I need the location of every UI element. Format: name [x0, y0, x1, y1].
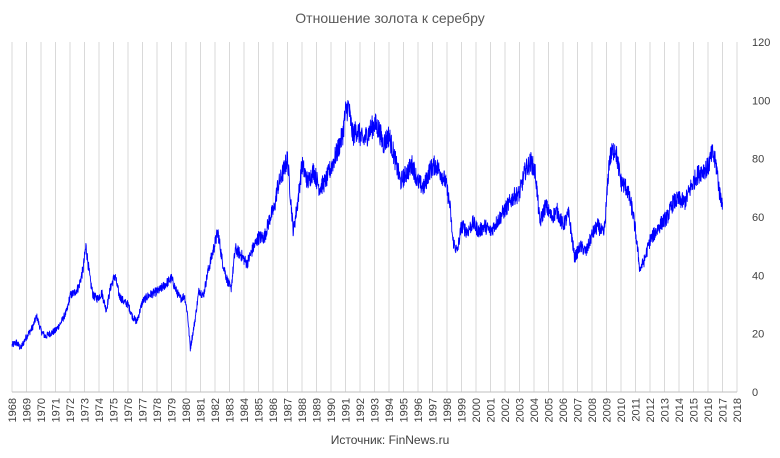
- x-tick-label: 1991: [341, 398, 353, 422]
- x-tick-label: 2002: [500, 398, 512, 422]
- x-tick-label: 1982: [210, 398, 222, 422]
- x-tick-label: 1984: [239, 398, 251, 422]
- x-tick-label: 1980: [181, 398, 193, 422]
- y-tick-label: 20: [752, 329, 764, 341]
- x-tick-label: 1989: [312, 398, 324, 422]
- x-tick-label: 1968: [7, 398, 19, 422]
- x-tick-label: 1983: [225, 398, 237, 422]
- y-tick-label: 40: [752, 270, 764, 282]
- x-tick-label: 1977: [138, 398, 150, 422]
- x-tick-label: 2008: [587, 398, 599, 422]
- x-tick-label: 2000: [471, 398, 483, 422]
- x-tick-label: 1981: [196, 398, 208, 422]
- x-tick-label: 1969: [22, 398, 34, 422]
- x-tick-label: 1992: [355, 398, 367, 422]
- x-tick-label: 1999: [457, 398, 469, 422]
- x-tick-label: 1998: [442, 398, 454, 422]
- x-tick-label: 2017: [718, 398, 730, 422]
- x-tick-label: 2018: [732, 398, 744, 422]
- x-tick-label: 2001: [486, 398, 498, 422]
- x-tick-label: 2011: [631, 398, 643, 422]
- y-tick-label: 0: [752, 387, 758, 399]
- x-tick-label: 2012: [645, 398, 657, 422]
- x-tick-label: 2016: [703, 398, 715, 422]
- x-tick-label: 1990: [326, 398, 338, 422]
- y-tick-label: 120: [752, 37, 770, 49]
- x-tick-label: 1971: [51, 398, 63, 422]
- x-tick-label: 1994: [384, 398, 396, 422]
- x-tick-label: 2010: [616, 398, 628, 422]
- y-tick-label: 100: [752, 95, 770, 107]
- x-tick-label: 1976: [123, 398, 135, 422]
- x-tick-label: 2013: [660, 398, 672, 422]
- x-tick-label: 1970: [36, 398, 48, 422]
- x-tick-label: 1978: [152, 398, 164, 422]
- x-tick-label: 2005: [544, 398, 556, 422]
- x-tick-label: 2009: [602, 398, 614, 422]
- x-tick-label: 1995: [399, 398, 411, 422]
- x-tick-label: 1972: [65, 398, 77, 422]
- x-tick-label: 2003: [515, 398, 527, 422]
- x-tick-label: 1987: [283, 398, 295, 422]
- chart-title: Отношение золота к серебру: [295, 10, 485, 26]
- chart-source: Источник: FinNews.ru: [330, 433, 450, 447]
- x-tick-label: 1988: [297, 398, 309, 422]
- x-tick-label: 1993: [370, 398, 382, 422]
- x-tick-label: 1975: [109, 398, 121, 422]
- x-tick-label: 1996: [413, 398, 425, 422]
- y-tick-label: 80: [752, 154, 764, 166]
- x-tick-label: 2006: [558, 398, 570, 422]
- x-tick-label: 1979: [167, 398, 179, 422]
- x-tick-label: 2014: [674, 398, 686, 422]
- y-tick-label: 60: [752, 212, 764, 224]
- x-tick-label: 1985: [254, 398, 266, 422]
- x-tick-label: 1997: [428, 398, 440, 422]
- x-tick-label: 1986: [268, 398, 280, 422]
- x-tick-label: 1973: [80, 398, 92, 422]
- x-tick-label: 2004: [529, 398, 541, 422]
- series-line: [11, 99, 723, 352]
- x-tick-label: 2007: [573, 398, 585, 422]
- x-tick-label: 2015: [689, 398, 701, 422]
- x-tick-label: 1974: [94, 398, 106, 422]
